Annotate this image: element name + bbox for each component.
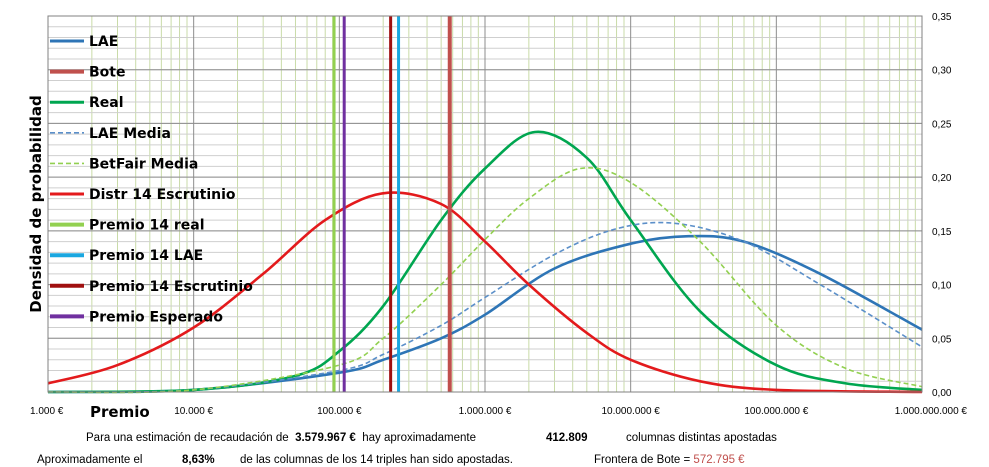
- legend-label-bote: Bote: [89, 65, 125, 81]
- x-tick-label: 100.000.000 €: [744, 406, 808, 417]
- footer-percent-value: 8,63%: [182, 454, 215, 466]
- legend-label-premio-14-escrutinio: Premio 14 Escrutinio: [89, 279, 253, 295]
- y-axis-ticks: 0,00 0,05 0,10 0,15 0,20 0,25 0,30 0,35: [932, 12, 952, 399]
- legend-label-lae: LAE: [89, 34, 118, 50]
- x-axis-ticks: 1.000 € 10.000 € 100.000 € 1.000.000 € 10.00…: [30, 406, 967, 417]
- footer-percent-text: de las columnas de los 14 triples han si…: [240, 454, 513, 466]
- x-tick-label: 1.000 €: [30, 406, 64, 417]
- legend-label-distr-14-escrutinio: Distr 14 Escrutinio: [89, 187, 236, 203]
- footer-frontera-value: 572.795 €: [693, 454, 745, 466]
- footer-percent-mid: de las columnas de los 14 triples han si…: [240, 454, 513, 466]
- footer-estimate-prefix: Para una estimación de recaudación de: [86, 432, 289, 444]
- footer-frontera-label: Frontera de Bote =: [594, 454, 691, 466]
- series-curves: [47, 130, 923, 394]
- footer-percent-prefix: Aproximadamente el: [37, 454, 143, 466]
- legend-label-premio-esperado: Premio Esperado: [89, 309, 223, 325]
- y-tick-label: 0,10: [932, 281, 952, 292]
- plot-border: [47, 15, 923, 393]
- footer-percent: 8,63%: [182, 454, 215, 466]
- x-tick-label: 10.000.000 €: [601, 406, 660, 417]
- legend-label-premio-14-real: Premio 14 real: [89, 218, 205, 234]
- y-axis-title: Densidad de probabilidad: [27, 95, 45, 312]
- x-axis-title: Premio: [90, 403, 150, 421]
- y-tick-label: 0,30: [932, 66, 952, 77]
- y-tick-label: 0,15: [932, 227, 952, 238]
- legend: LAE Bote Real LAE Media BetFair Media Distr 1…: [50, 34, 253, 325]
- legend-label-lae-media: LAE Media: [89, 126, 171, 142]
- footer-columns-suffix: columnas distintas apostadas: [626, 432, 777, 444]
- y-tick-label: 0,25: [932, 119, 952, 130]
- footer-line-1: Para una estimación de recaudación de 3.…: [86, 432, 476, 444]
- legend-label-betfair-media: BetFair Media: [89, 156, 198, 172]
- legend-label-real: Real: [89, 95, 124, 111]
- x-tick-label: 1.000.000.000 €: [895, 406, 968, 417]
- footer-count-value: 412.809: [546, 432, 588, 444]
- x-tick-label: 10.000 €: [174, 406, 213, 417]
- y-tick-label: 0,35: [932, 12, 952, 23]
- x-tick-label: 100.000 €: [317, 406, 362, 417]
- y-tick-label: 0,05: [932, 334, 952, 345]
- probability-density-chart: 1.000 € 10.000 € 100.000 € 1.000.000 € 10.00…: [27, 12, 967, 421]
- legend-label-premio-14-lae: Premio 14 LAE: [89, 248, 203, 264]
- x-tick-label: 1.000.000 €: [459, 406, 512, 417]
- footer-columns-count: 412.809: [546, 432, 588, 444]
- y-tick-label: 0,00: [932, 388, 952, 399]
- footer-count-suffix: columnas distintas apostadas: [626, 432, 777, 444]
- y-tick-label: 0,20: [932, 173, 952, 184]
- footer-estimate-mid: hay aproximadamente: [362, 432, 477, 444]
- series-distr-14-escrutinio-line: [47, 191, 923, 394]
- footer-frontera: Frontera de Bote = 572.795 €: [594, 454, 745, 466]
- series-lae-media-line: [47, 221, 923, 393]
- footer-line-2: Aproximadamente el: [37, 454, 142, 466]
- series-betfair-media-line: [47, 167, 923, 394]
- marker-lines: [332, 16, 452, 392]
- footer-estimate-amount: 3.579.967 €: [295, 432, 356, 444]
